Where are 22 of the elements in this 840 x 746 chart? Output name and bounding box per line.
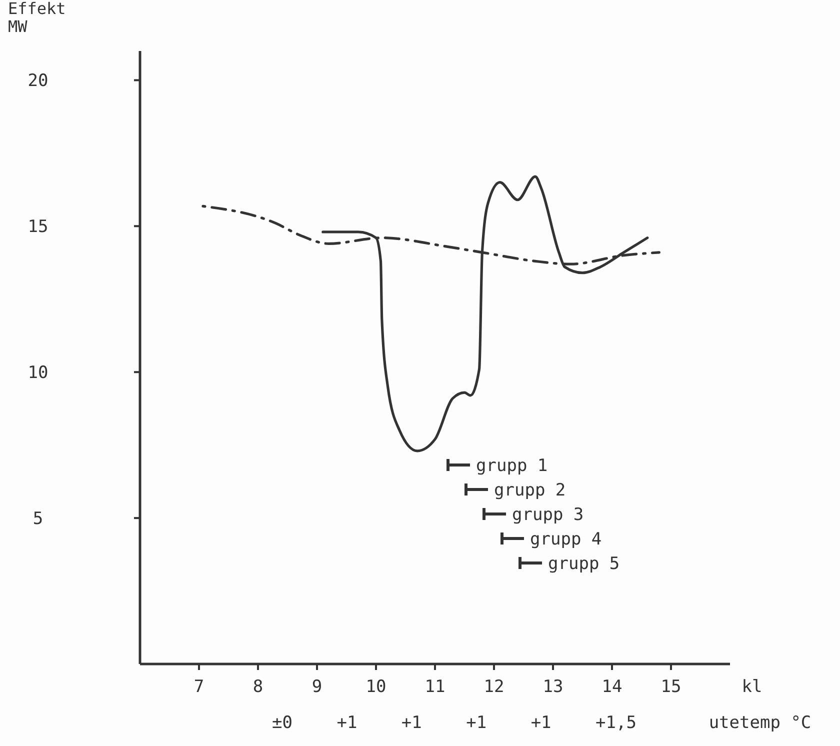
x-tick-label: 8 — [252, 677, 264, 697]
x-tick-label: 9 — [312, 677, 322, 697]
x2-axis-title: utetemp °C — [708, 713, 812, 733]
x-tick-label: 15 — [660, 677, 682, 697]
x-tick-label: 13 — [542, 677, 564, 697]
y-axis-title: Effekt MW — [8, 0, 66, 36]
y-tick-label: 20 — [28, 71, 48, 92]
x-tick-label: 14 — [602, 677, 622, 697]
annotation: grupp 4 — [530, 529, 602, 550]
x-tick-label: 7 — [194, 677, 204, 697]
annotation: grupp 2 — [494, 480, 566, 500]
y-tick-label: 10 — [28, 363, 48, 384]
y-tick-label: 5 — [32, 509, 44, 529]
text: ±0 +1 +1 +1 +1 +1,5 — [272, 713, 636, 733]
x-tick-label: 11 — [424, 677, 446, 697]
annotation: grupp 3 — [512, 504, 584, 525]
annotation: grupp 1 — [476, 456, 548, 476]
annotation: grupp 5 — [548, 554, 620, 574]
x-axis-title: kl — [742, 677, 762, 697]
x-tick-label: 10 — [366, 677, 386, 697]
y-tick-label: 15 — [28, 217, 48, 238]
x-tick-label: 12 — [484, 677, 504, 697]
